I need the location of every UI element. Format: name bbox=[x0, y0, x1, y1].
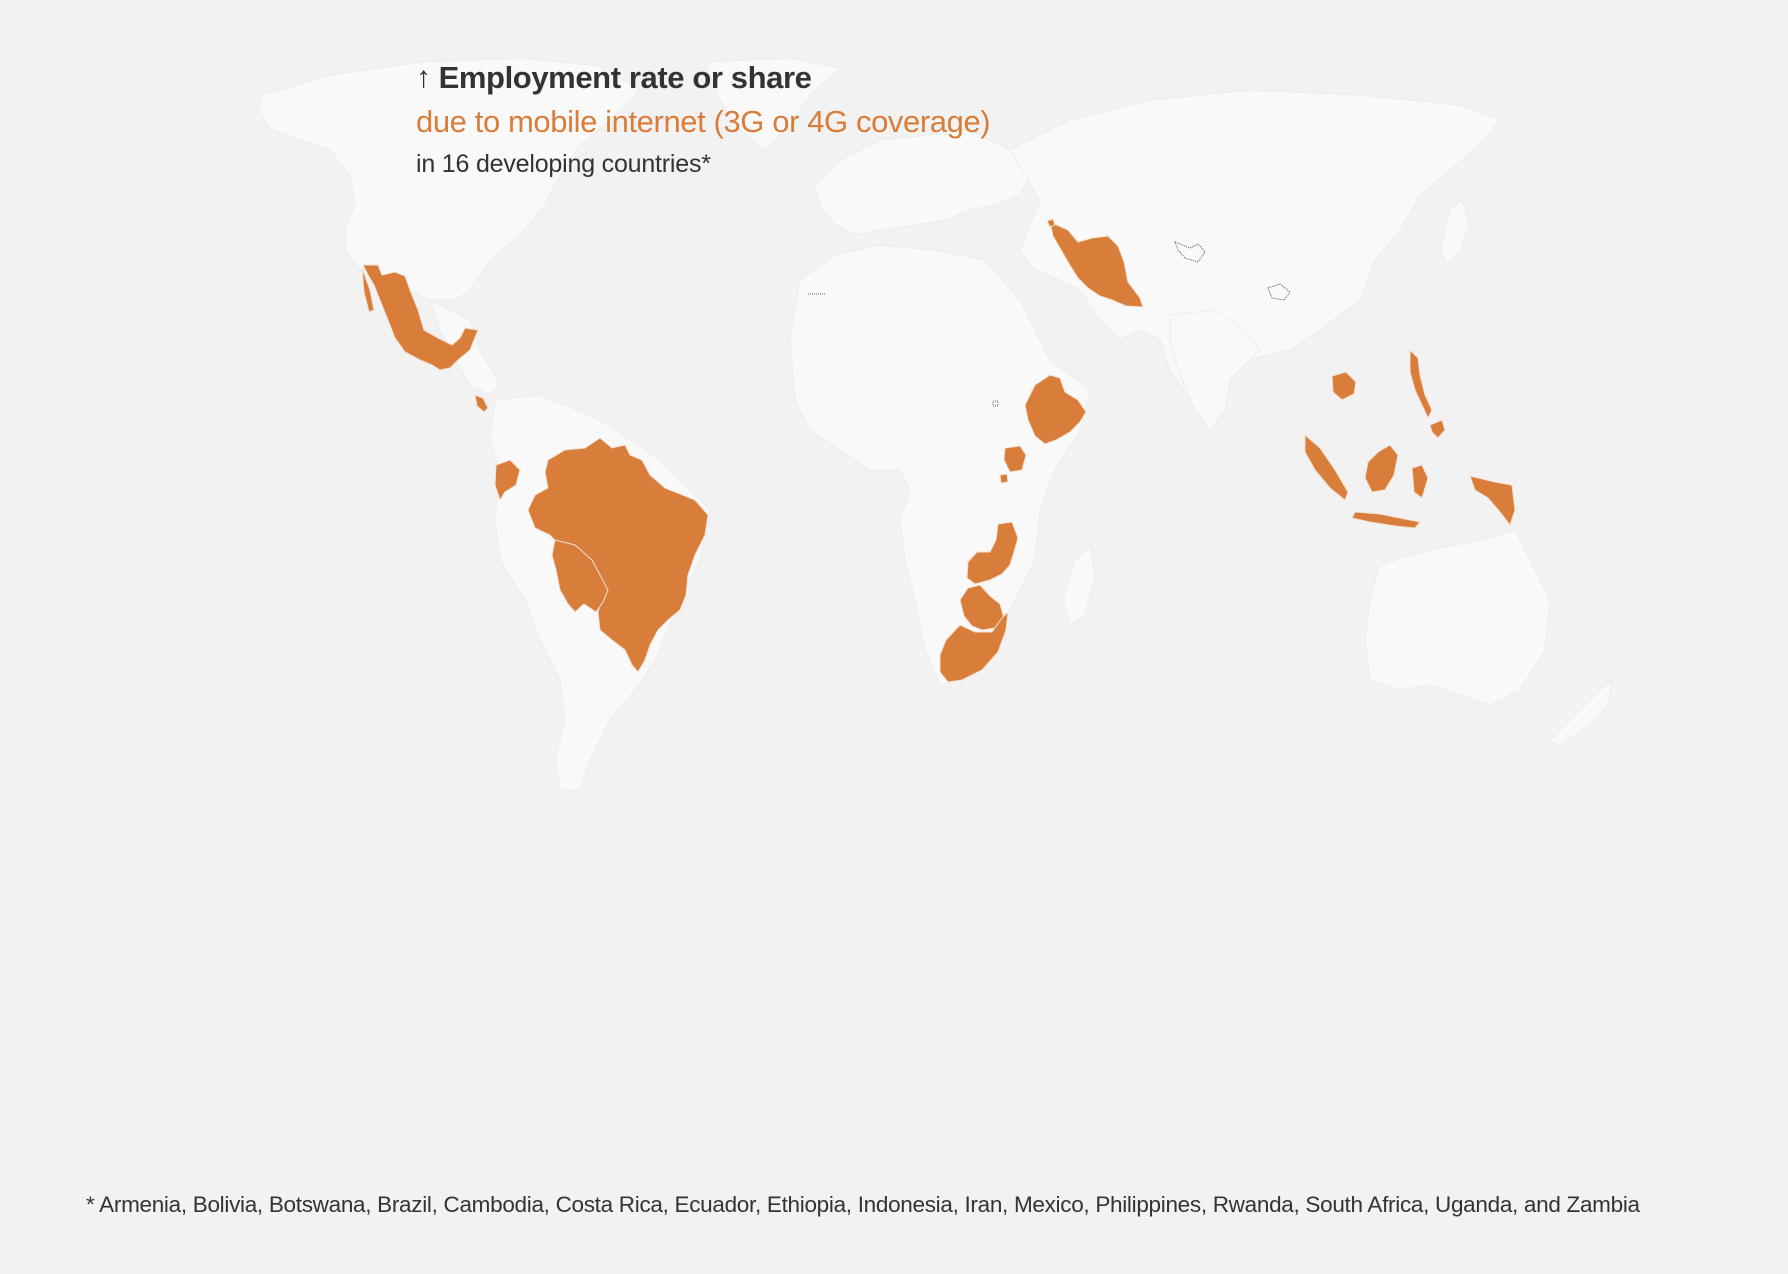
map-context: in 16 developing countries* bbox=[416, 150, 711, 178]
map-title: ↑ Employment rate or share bbox=[416, 60, 990, 96]
land-layer bbox=[257, 57, 1613, 791]
map-title-text: Employment rate or share bbox=[438, 60, 812, 95]
landmass-india bbox=[1169, 309, 1261, 431]
map-subtitle: due to mobile internet (3G or 4G coverag… bbox=[416, 104, 991, 139]
country-cambodia bbox=[1331, 371, 1357, 401]
landmass-africa bbox=[789, 244, 1091, 686]
country-brazil bbox=[527, 437, 709, 673]
dotted-border-mark bbox=[1174, 241, 1206, 263]
footnote: * Armenia, Bolivia, Botswana, Brazil, Ca… bbox=[86, 1192, 1640, 1217]
dotted-border-mark bbox=[1267, 283, 1291, 301]
landmass-japan bbox=[1439, 199, 1471, 266]
country-rwanda bbox=[999, 473, 1009, 484]
map-title-block: ↑ Employment rate or share due to mobile… bbox=[416, 60, 991, 179]
country-mexico bbox=[361, 264, 479, 371]
country-armenia bbox=[1046, 218, 1056, 228]
country-iran bbox=[1049, 221, 1144, 308]
highlight-layer bbox=[361, 218, 1516, 683]
country-ethiopia bbox=[1024, 374, 1087, 445]
country-bolivia bbox=[551, 539, 609, 613]
country-costa-rica bbox=[474, 394, 489, 413]
country-indonesia bbox=[1304, 433, 1516, 529]
landmass-north-america bbox=[257, 57, 641, 301]
country-south-africa bbox=[939, 610, 1009, 683]
up-arrow-icon: ↑ bbox=[416, 61, 431, 94]
country-uganda bbox=[1003, 445, 1027, 473]
landmass-australia bbox=[1364, 529, 1551, 706]
landmass-greenland bbox=[704, 57, 842, 151]
country-philippines bbox=[1409, 348, 1446, 439]
dotted-border-mark bbox=[992, 400, 999, 407]
landmass-europe bbox=[814, 129, 1031, 236]
country-zambia bbox=[966, 521, 1019, 585]
minor-marks bbox=[808, 241, 1291, 407]
landmass-new-zealand bbox=[1547, 678, 1613, 746]
landmass-madagascar bbox=[1062, 543, 1096, 626]
country-ecuador bbox=[494, 459, 521, 502]
